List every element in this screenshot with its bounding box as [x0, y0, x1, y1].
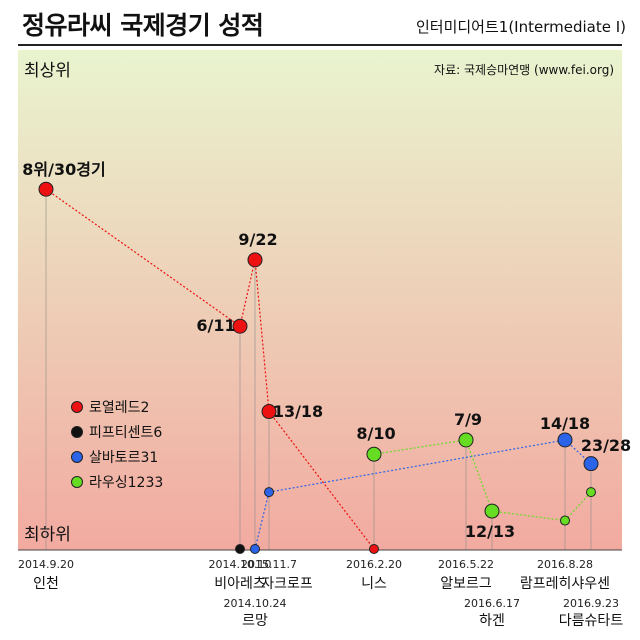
- event-date-7: 2016.8.28: [537, 558, 593, 571]
- data-label-2-3: 23/28: [581, 436, 631, 455]
- event-venue-1: 비아레츠: [214, 576, 266, 592]
- series-line-2-0: [254, 491, 270, 550]
- marker-0-0: [38, 181, 54, 197]
- event-venue-3: 자크로프: [261, 576, 313, 592]
- legend-swatch-2: [71, 451, 83, 463]
- event-date-0: 2014.9.20: [18, 558, 74, 571]
- event-date-1: 2014.10.10: [209, 558, 272, 571]
- series-line-0-2: [254, 259, 270, 412]
- legend-label-3: 라우싱1233: [89, 475, 163, 491]
- marker-0-1: [232, 318, 248, 334]
- event-date-3: 2015.11.7: [241, 558, 297, 571]
- marker-1-0: [235, 544, 245, 554]
- marker-0-2: [247, 252, 263, 268]
- page-title: 정유라씨 국제경기 성적: [22, 11, 264, 40]
- legend-swatch-0: [71, 401, 83, 413]
- event-venue-4: 니스: [361, 576, 387, 592]
- marker-3-0: [366, 446, 382, 462]
- marker-3-3: [560, 515, 570, 526]
- marker-3-4: [586, 487, 596, 498]
- event-date-4: 2016.2.20: [346, 558, 402, 571]
- series-line-3-3: [564, 491, 592, 521]
- data-label-0-2: 9/22: [238, 230, 277, 249]
- event-venue-7: 람프레히샤우센: [520, 576, 610, 592]
- legend-swatch-3: [71, 476, 83, 488]
- event-venue-8: 다름슈타트: [559, 613, 624, 629]
- data-label-0-0: 8위/30경기: [22, 160, 105, 179]
- event-date-2: 2014.10.24: [224, 597, 287, 610]
- event-date-6: 2016.6.17: [464, 597, 520, 610]
- series-line-3-2: [491, 510, 566, 522]
- legend-label-0: 로열레드2: [89, 400, 149, 416]
- event-venue-5: 알보르그: [440, 576, 492, 592]
- data-label-0-1: 6/11: [196, 316, 235, 335]
- marker-0-4: [369, 544, 379, 554]
- marker-3-1: [458, 432, 474, 448]
- data-label-2-2: 14/18: [540, 414, 590, 433]
- source-note: 자료: 국제승마연맹 (www.fei.org): [434, 63, 614, 77]
- series-line-3-0: [373, 439, 467, 455]
- legend-label-2: 살바토르31: [89, 450, 158, 466]
- marker-2-1: [264, 487, 274, 498]
- marker-0-3: [261, 404, 277, 420]
- series-line-0-3: [268, 411, 375, 550]
- axis-top-label: 최상위: [24, 61, 71, 81]
- data-label-0-3: 13/18: [273, 402, 323, 421]
- legend-swatch-1: [71, 426, 83, 438]
- data-label-3-1: 7/9: [454, 410, 482, 429]
- event-venue-2: 르망: [242, 613, 268, 629]
- data-label-3-2: 12/13: [465, 522, 515, 541]
- marker-2-2: [557, 432, 573, 448]
- event-venue-0: 인천: [33, 576, 59, 592]
- chart-subtitle: 인터미디어트1(Intermediate I): [415, 18, 626, 36]
- event-venue-6: 하겐: [479, 613, 505, 629]
- marker-3-2: [484, 503, 500, 519]
- data-label-3-0: 8/10: [356, 424, 395, 443]
- series-line-0-1: [239, 259, 256, 327]
- title-rule: [18, 44, 622, 46]
- event-date-5: 2016.5.22: [438, 558, 494, 571]
- event-date-8: 2016.9.23: [563, 597, 619, 610]
- legend-label-1: 피프티센트6: [89, 425, 162, 441]
- series-line-3-1: [465, 439, 493, 512]
- marker-2-0: [250, 544, 260, 554]
- axis-bottom-label: 최하위: [24, 525, 71, 545]
- marker-2-3: [583, 456, 599, 472]
- series-line-0-0: [45, 188, 241, 327]
- plot-background: [18, 50, 622, 550]
